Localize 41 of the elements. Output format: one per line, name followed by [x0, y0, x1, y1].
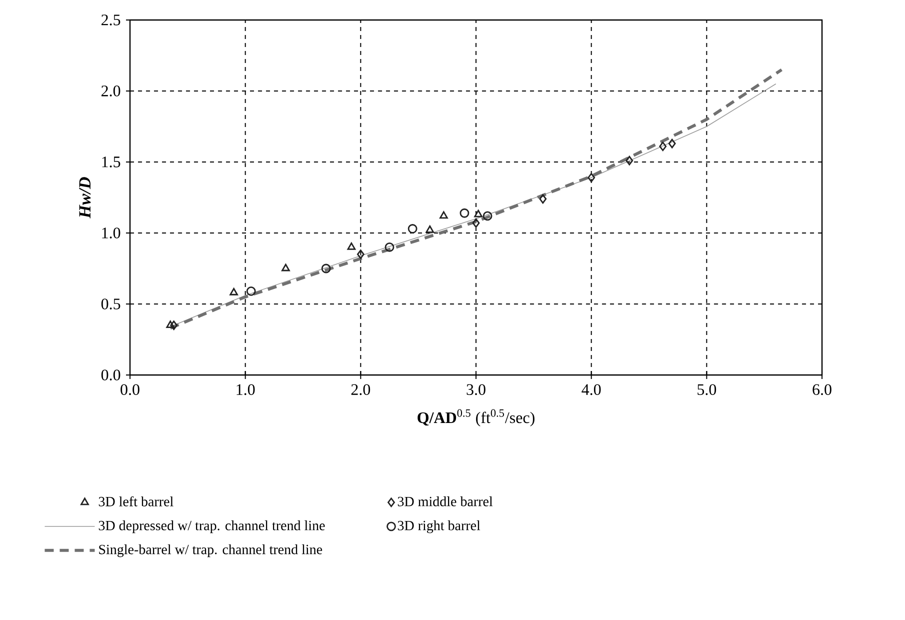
point	[384, 242, 394, 252]
point	[588, 172, 596, 182]
point	[347, 242, 356, 250]
x-tick-label: 2.0	[351, 384, 370, 396]
point	[230, 288, 238, 296]
x-tick-label: 4.0	[582, 384, 601, 396]
point	[321, 264, 331, 274]
y-tick-label: 1.0	[102, 228, 120, 238]
point	[668, 138, 676, 148]
point	[460, 208, 470, 218]
y-tick-label: 0.0	[101, 370, 120, 380]
point	[440, 211, 448, 219]
point	[626, 156, 634, 166]
legend-label: 3D left barrel	[98, 496, 174, 506]
point	[408, 224, 418, 234]
y-tick-label: 0.5	[101, 298, 120, 310]
y-tick-label: 2.5	[102, 14, 120, 26]
point	[356, 250, 364, 259]
y-tick-label: 2.0	[102, 86, 120, 96]
point	[474, 210, 482, 218]
legend-label: Single-barrel w/ trap. channel trend line	[99, 544, 322, 558]
x-tick-label: 5.0	[698, 384, 716, 396]
point	[166, 320, 175, 328]
point	[539, 194, 547, 204]
y-axis-title: Hw/D	[79, 177, 91, 218]
x-axis-title: Q/AD$^{0.5}$ (ft$^{0.5}$/sec)	[418, 409, 534, 426]
point	[170, 320, 178, 330]
x-tick-label: 0.0	[120, 384, 140, 396]
x-tick-label: 3.0	[466, 384, 486, 396]
point	[246, 286, 256, 296]
point	[426, 225, 434, 233]
legend-label: 3D depressed w/ trap. channel trend line	[98, 520, 325, 534]
legend-label: 3D middle barrel	[398, 496, 493, 506]
x-tick-label: 6.0	[812, 384, 832, 396]
x-tick-label: 1.0	[236, 384, 255, 396]
point	[282, 264, 290, 272]
legend-label: 3D right barrel	[398, 520, 480, 534]
point	[482, 211, 492, 221]
point	[659, 142, 667, 152]
point	[472, 218, 480, 228]
y-tick-label: 1.5	[102, 156, 120, 168]
